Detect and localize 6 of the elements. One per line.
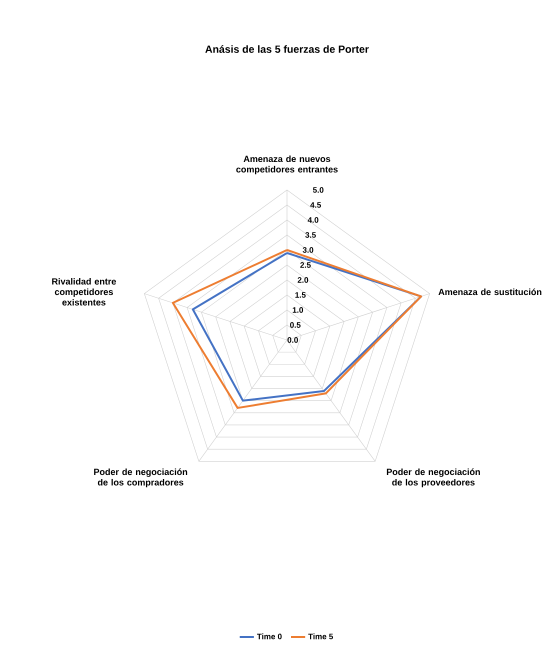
- spoke-label: Poder de negociación de los compradores: [94, 468, 188, 488]
- spoke-label: Amenaza de sustitución: [438, 288, 542, 296]
- spoke-label: Amenaza de nuevos competidores entrantes: [236, 155, 338, 174]
- spoke-label: Poder de negociación de los proveedores: [386, 468, 480, 488]
- spoke-label: Rivalidad entre competidores existentes: [52, 278, 116, 306]
- chart-title: Anásis de las 5 fuerzas de Porter: [205, 45, 369, 53]
